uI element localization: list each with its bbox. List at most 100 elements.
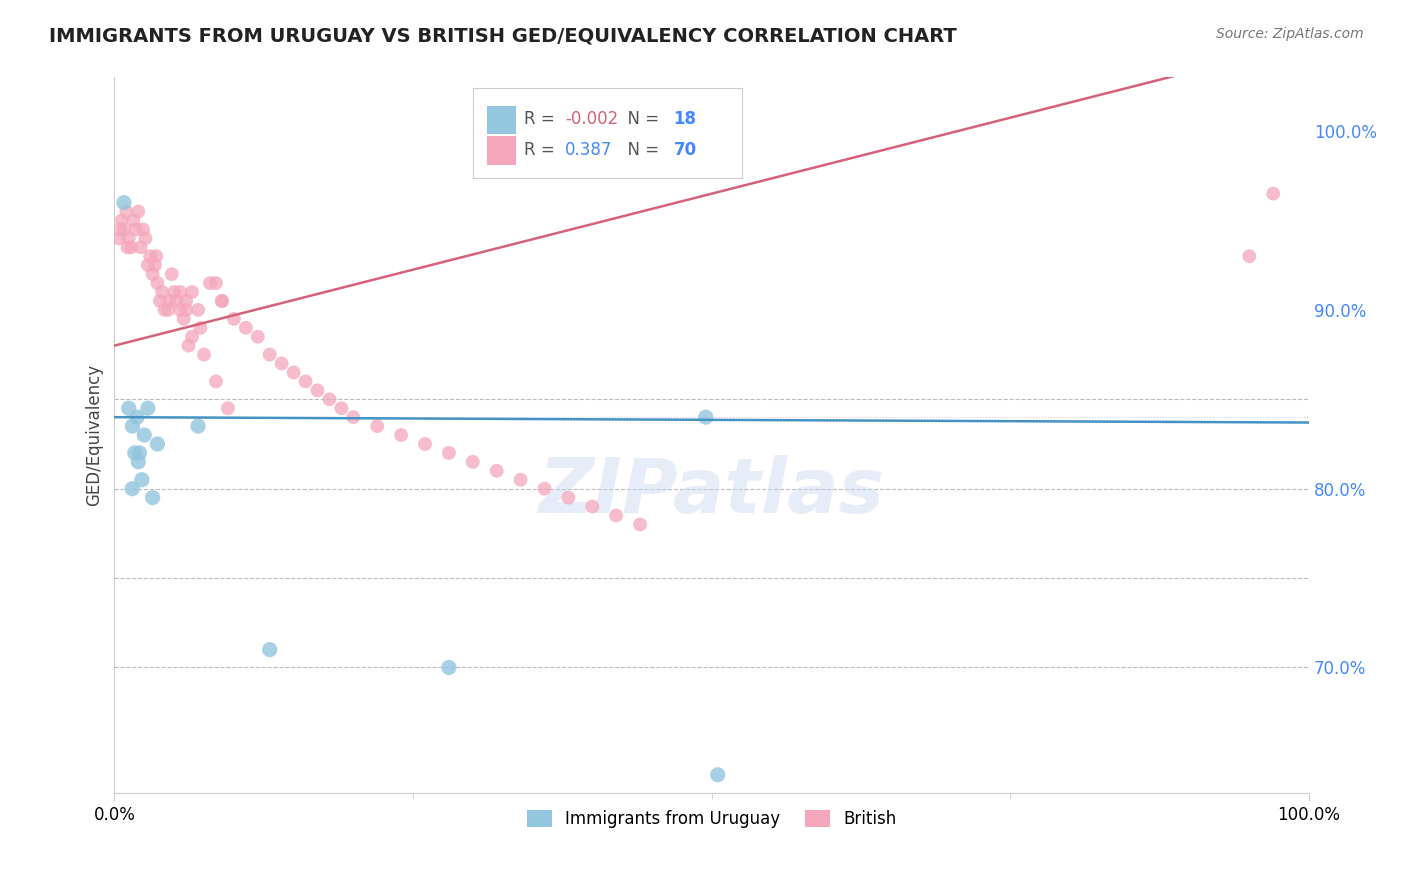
Point xyxy=(695,410,717,425)
Point xyxy=(533,482,555,496)
Point xyxy=(437,660,460,674)
Point xyxy=(330,401,353,416)
Point xyxy=(160,267,183,281)
Text: IMMIGRANTS FROM URUGUAY VS BRITISH GED/EQUIVALENCY CORRELATION CHART: IMMIGRANTS FROM URUGUAY VS BRITISH GED/E… xyxy=(49,27,957,45)
Point xyxy=(557,491,579,505)
Point xyxy=(1239,249,1261,263)
Point xyxy=(112,222,135,236)
Point xyxy=(153,302,176,317)
Point xyxy=(628,517,651,532)
Text: 0.387: 0.387 xyxy=(565,141,612,159)
Point xyxy=(437,446,460,460)
Point xyxy=(110,213,132,227)
Point xyxy=(117,240,139,254)
Point xyxy=(259,642,281,657)
FancyBboxPatch shape xyxy=(472,88,741,178)
Point xyxy=(366,419,388,434)
Point xyxy=(136,401,159,416)
Point xyxy=(121,482,143,496)
FancyBboxPatch shape xyxy=(486,106,516,135)
Point xyxy=(145,249,167,263)
Point xyxy=(211,293,233,308)
Point xyxy=(134,428,156,442)
Point xyxy=(181,329,204,343)
Point xyxy=(605,508,627,523)
Point xyxy=(132,222,155,236)
Point xyxy=(270,357,292,371)
Point xyxy=(174,302,197,317)
Point xyxy=(181,285,204,299)
Point xyxy=(143,258,166,272)
Point xyxy=(121,419,143,434)
Point xyxy=(134,231,156,245)
Point xyxy=(235,320,257,334)
Point xyxy=(706,768,728,782)
Point xyxy=(131,473,153,487)
Point xyxy=(127,410,149,425)
Point xyxy=(122,213,145,227)
Text: 70: 70 xyxy=(673,141,696,159)
Point xyxy=(112,195,135,210)
Point xyxy=(125,222,148,236)
Point xyxy=(108,231,131,245)
Legend: Immigrants from Uruguay, British: Immigrants from Uruguay, British xyxy=(520,803,904,834)
Point xyxy=(205,375,228,389)
Point xyxy=(190,320,212,334)
Point xyxy=(146,276,169,290)
Point xyxy=(307,384,329,398)
Text: R =: R = xyxy=(524,111,560,128)
Point xyxy=(124,446,146,460)
Point xyxy=(1263,186,1285,201)
Point xyxy=(193,348,215,362)
Point xyxy=(389,428,412,442)
Point xyxy=(118,231,141,245)
Point xyxy=(342,410,364,425)
Text: N =: N = xyxy=(617,111,665,128)
Point xyxy=(110,222,132,236)
Point xyxy=(128,446,150,460)
Text: R =: R = xyxy=(524,141,560,159)
Point xyxy=(136,258,159,272)
Point xyxy=(198,276,221,290)
Point xyxy=(318,392,340,407)
Point xyxy=(187,302,209,317)
Point xyxy=(173,311,195,326)
Point xyxy=(246,329,269,343)
Text: 18: 18 xyxy=(673,111,696,128)
Point xyxy=(127,204,149,219)
FancyBboxPatch shape xyxy=(486,136,516,165)
Point xyxy=(157,293,180,308)
Point xyxy=(118,401,141,416)
Point xyxy=(127,455,149,469)
Text: -0.002: -0.002 xyxy=(565,111,619,128)
Text: N =: N = xyxy=(617,141,665,159)
Point xyxy=(169,302,191,317)
Point xyxy=(205,276,228,290)
Point xyxy=(169,285,191,299)
Point xyxy=(139,249,162,263)
Point xyxy=(142,267,165,281)
Point xyxy=(259,348,281,362)
Point xyxy=(120,240,142,254)
Point xyxy=(146,437,169,451)
Point xyxy=(413,437,436,451)
Point xyxy=(177,338,200,352)
Point xyxy=(222,311,245,326)
Point xyxy=(461,455,484,469)
Point xyxy=(115,204,138,219)
Point xyxy=(187,419,209,434)
Point xyxy=(166,293,188,308)
Point xyxy=(509,473,531,487)
Point xyxy=(149,293,172,308)
Point xyxy=(217,401,239,416)
Point xyxy=(485,464,508,478)
Point xyxy=(283,366,305,380)
Point xyxy=(581,500,603,514)
Text: Source: ZipAtlas.com: Source: ZipAtlas.com xyxy=(1216,27,1364,41)
Point xyxy=(157,302,180,317)
Point xyxy=(211,293,233,308)
Point xyxy=(174,293,197,308)
Point xyxy=(150,285,173,299)
Point xyxy=(129,240,152,254)
Y-axis label: GED/Equivalency: GED/Equivalency xyxy=(86,364,103,506)
